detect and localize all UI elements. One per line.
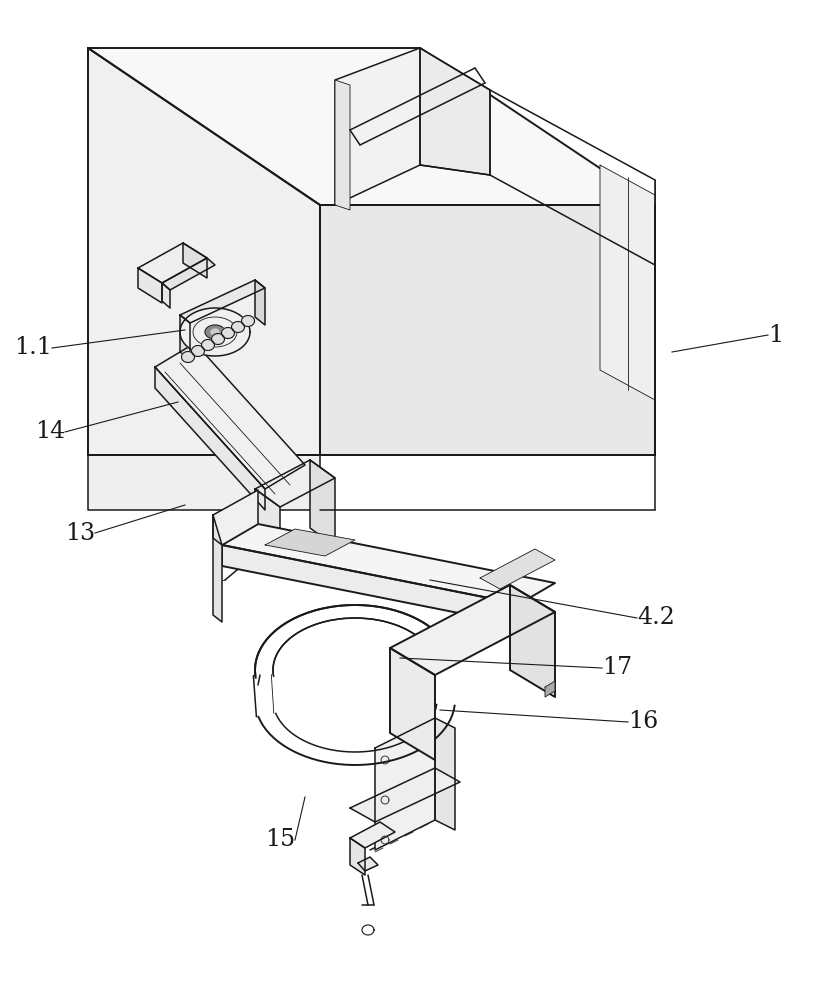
Polygon shape <box>88 48 319 455</box>
Polygon shape <box>180 315 190 360</box>
Polygon shape <box>310 460 335 546</box>
Polygon shape <box>350 838 364 875</box>
Polygon shape <box>180 308 250 356</box>
Text: 1.1: 1.1 <box>14 336 52 360</box>
Polygon shape <box>479 549 554 589</box>
Polygon shape <box>162 283 170 308</box>
Polygon shape <box>181 352 194 362</box>
Polygon shape <box>88 48 654 205</box>
Polygon shape <box>255 489 279 575</box>
Text: 1: 1 <box>767 324 782 347</box>
Polygon shape <box>201 340 215 350</box>
Text: 15: 15 <box>265 828 295 851</box>
Polygon shape <box>390 648 434 760</box>
Polygon shape <box>205 325 224 339</box>
Text: 17: 17 <box>601 656 631 680</box>
Polygon shape <box>319 205 654 455</box>
Polygon shape <box>138 243 206 283</box>
Polygon shape <box>213 490 258 545</box>
Polygon shape <box>88 455 319 510</box>
Polygon shape <box>222 545 518 625</box>
Text: 16: 16 <box>627 710 658 733</box>
Polygon shape <box>138 268 162 303</box>
Polygon shape <box>155 343 305 489</box>
Polygon shape <box>183 243 206 278</box>
Polygon shape <box>335 48 419 205</box>
Polygon shape <box>265 529 355 556</box>
Polygon shape <box>350 768 459 822</box>
Polygon shape <box>213 515 222 622</box>
Text: 14: 14 <box>34 420 65 444</box>
Polygon shape <box>255 460 335 507</box>
Polygon shape <box>374 718 434 850</box>
Polygon shape <box>210 329 219 335</box>
Polygon shape <box>255 280 265 325</box>
Polygon shape <box>390 585 554 675</box>
Polygon shape <box>350 822 395 848</box>
Polygon shape <box>358 857 378 871</box>
Polygon shape <box>600 165 654 400</box>
Polygon shape <box>180 280 265 323</box>
Polygon shape <box>231 322 244 332</box>
Polygon shape <box>242 316 254 326</box>
Polygon shape <box>162 258 215 290</box>
Polygon shape <box>211 334 224 344</box>
Polygon shape <box>545 681 554 697</box>
Polygon shape <box>221 328 234 338</box>
Text: 13: 13 <box>65 522 95 544</box>
Polygon shape <box>192 346 204 356</box>
Polygon shape <box>419 48 490 175</box>
Polygon shape <box>509 585 554 697</box>
Polygon shape <box>155 367 265 510</box>
Polygon shape <box>222 524 554 604</box>
Polygon shape <box>434 718 455 830</box>
Text: 4.2: 4.2 <box>636 606 674 630</box>
Polygon shape <box>335 80 350 210</box>
